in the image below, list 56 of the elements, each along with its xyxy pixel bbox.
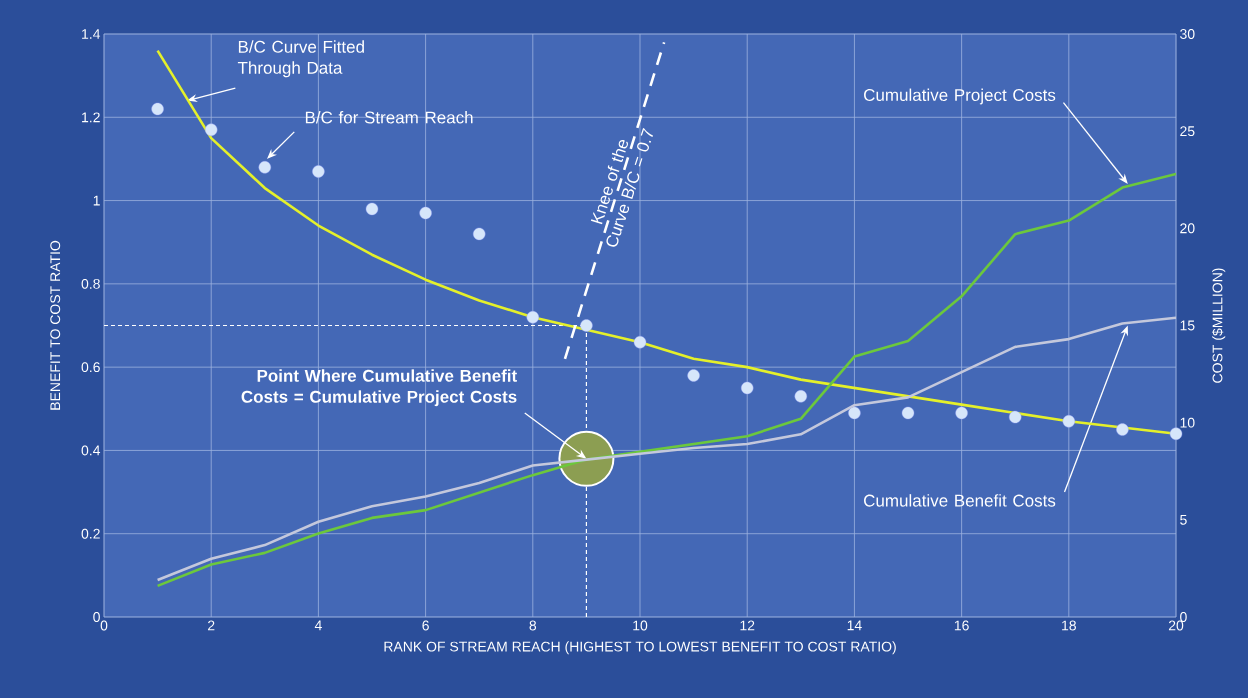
x-tick-label: 8 (529, 620, 537, 631)
y-tick-label: 0.2 (81, 528, 100, 539)
x-tick-label: 18 (1062, 620, 1076, 631)
y-tick-label: 1.4 (82, 29, 101, 39)
point (1169, 427, 1183, 440)
point (526, 310, 539, 324)
x-tick-label: 20 (1168, 620, 1184, 631)
annotation: Knee of the Curve B/C = 0.7 (590, 128, 653, 247)
annotation: Point Where Cumulative Benefit Costs = Cumulative Project Costs (241, 369, 517, 407)
point (419, 206, 432, 220)
y2-tick-label: 0 (1180, 612, 1187, 622)
x-tick-label: 10 (633, 620, 648, 631)
point (151, 102, 164, 116)
point (633, 335, 647, 349)
point (580, 319, 593, 332)
point (1009, 410, 1022, 424)
x-tick-label: 2 (208, 620, 215, 631)
point (365, 202, 379, 216)
point (1062, 415, 1076, 428)
x-tick-label: 0 (100, 620, 108, 631)
y-tick-label: 0.6 (81, 362, 100, 373)
y-tick-label: 1.2 (82, 112, 100, 123)
point (848, 406, 861, 420)
annotation: Cumulative Benefit Costs (864, 494, 1056, 507)
y2-axis-title: COST ($MILLION) (1211, 268, 1226, 383)
x-tick-label: 12 (740, 620, 755, 631)
point (1116, 423, 1129, 436)
point (473, 227, 486, 241)
y2-tick-label: 15 (1180, 320, 1195, 331)
x-axis-title: RANK OF STREAM REACH (HIGHEST TO LOWEST BENEFIT TO COST RATIO) (384, 641, 896, 655)
point (901, 406, 915, 420)
point (687, 369, 700, 382)
y2-tick-label: 10 (1180, 417, 1195, 428)
point (741, 381, 754, 395)
annotation: B/C for Stream Reach (305, 111, 473, 124)
y2-tick-label: 25 (1180, 126, 1195, 137)
point (794, 390, 808, 403)
point (955, 406, 968, 420)
point (205, 123, 218, 136)
point (258, 161, 271, 174)
y-axis-title: BENEFIT TO COST RATIO (50, 240, 61, 410)
y-tick-label: 0 (93, 612, 100, 622)
annotation: Cumulative Project Costs (864, 88, 1056, 105)
y-tick-label: 0.8 (81, 278, 100, 289)
x-tick-label: 4 (314, 620, 322, 631)
y2-tick-label: 20 (1180, 223, 1195, 234)
y-tick-label: 0.4 (81, 445, 101, 456)
x-tick-label: 6 (422, 620, 429, 631)
y2-tick-label: 30 (1180, 29, 1195, 39)
point (312, 165, 325, 178)
x-tick-label: 14 (847, 620, 862, 631)
line-series (156, 316, 1177, 582)
annotation: B/C Curve Fitted Through Data (237, 40, 364, 78)
y-tick-label: 1 (93, 195, 100, 206)
x-tick-label: 16 (954, 620, 969, 631)
y2-tick-label: 5 (1180, 514, 1187, 525)
